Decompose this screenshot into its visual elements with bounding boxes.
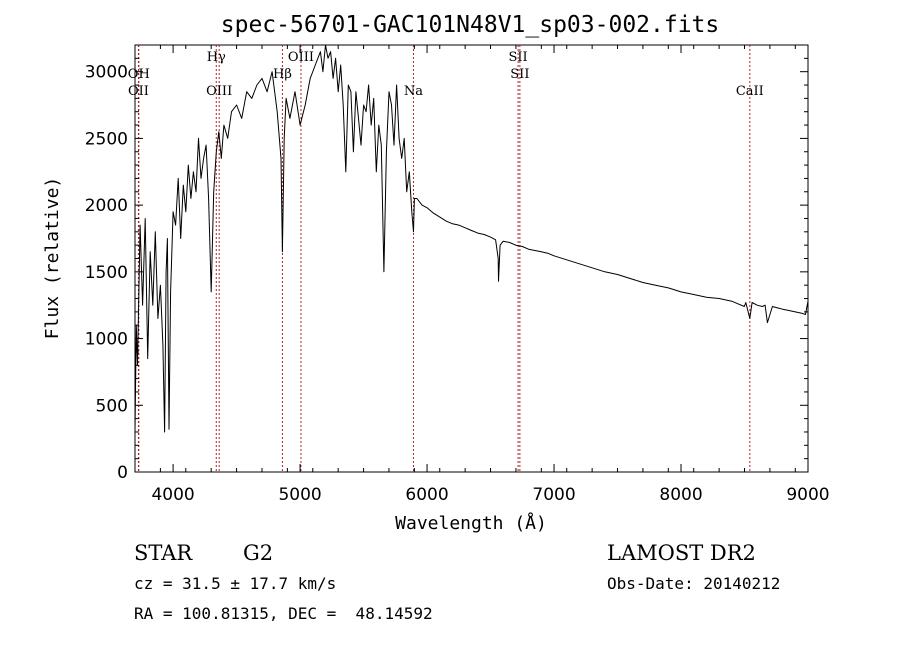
x-axis-label: Wavelength (Å) bbox=[395, 512, 547, 534]
y-tick-label: 0 bbox=[117, 463, 128, 483]
y-axis-ticks: 0 500 1000 1500 2000 2500 3000 bbox=[85, 57, 808, 483]
x-tick-label: 9000 bbox=[786, 485, 829, 505]
line-marker-label: Hγ bbox=[207, 50, 226, 65]
x-axis-ticks: 4000 5000 6000 7000 8000 9000 bbox=[134, 45, 830, 505]
spectrum-line bbox=[134, 44, 809, 433]
y-tick-label: 2500 bbox=[85, 129, 128, 149]
y-axis-label: Flux (relative) bbox=[42, 177, 63, 340]
line-marker-label: OII bbox=[128, 84, 149, 99]
plot-frame bbox=[134, 44, 809, 473]
y-tick-label: 1500 bbox=[85, 263, 128, 283]
y-tick-label: 500 bbox=[96, 396, 128, 416]
x-tick-label: 6000 bbox=[405, 485, 448, 505]
line-marker-label: OIII bbox=[288, 50, 314, 65]
line-marker-label: Na bbox=[404, 84, 423, 99]
spectral-subclass: G2 bbox=[243, 541, 273, 565]
y-tick-label: 1000 bbox=[85, 330, 128, 350]
line-marker-label: OIII bbox=[206, 84, 232, 99]
x-tick-label: 5000 bbox=[278, 485, 321, 505]
observation-date: Obs-Date: 20140212 bbox=[607, 574, 780, 593]
y-tick-label: 2000 bbox=[85, 196, 128, 216]
spectral-line-labels: OII OH Hγ OIII Hβ OIII Na SII SII CaII bbox=[128, 50, 764, 99]
line-marker-label: CaII bbox=[736, 84, 764, 99]
survey-name: LAMOST DR2 bbox=[607, 541, 756, 565]
x-tick-label: 4000 bbox=[151, 485, 194, 505]
line-marker-label: SII bbox=[509, 50, 528, 65]
object-class: STAR bbox=[134, 541, 193, 565]
line-marker-label: Hβ bbox=[273, 67, 292, 82]
spectral-line-markers bbox=[137, 45, 751, 472]
y-tick-label: 3000 bbox=[85, 63, 128, 83]
redshift-readout: cz = 31.5 ± 17.7 km/s bbox=[134, 574, 336, 593]
x-tick-label: 8000 bbox=[659, 485, 702, 505]
chart-title: spec-56701-GAC101N48V1_sp03-002.fits bbox=[221, 12, 720, 38]
x-tick-label: 7000 bbox=[532, 485, 575, 505]
line-marker-label: OH bbox=[128, 67, 150, 82]
line-marker-label: SII bbox=[510, 67, 529, 82]
coordinates-readout: RA = 100.81315, DEC = 48.14592 bbox=[134, 604, 433, 623]
